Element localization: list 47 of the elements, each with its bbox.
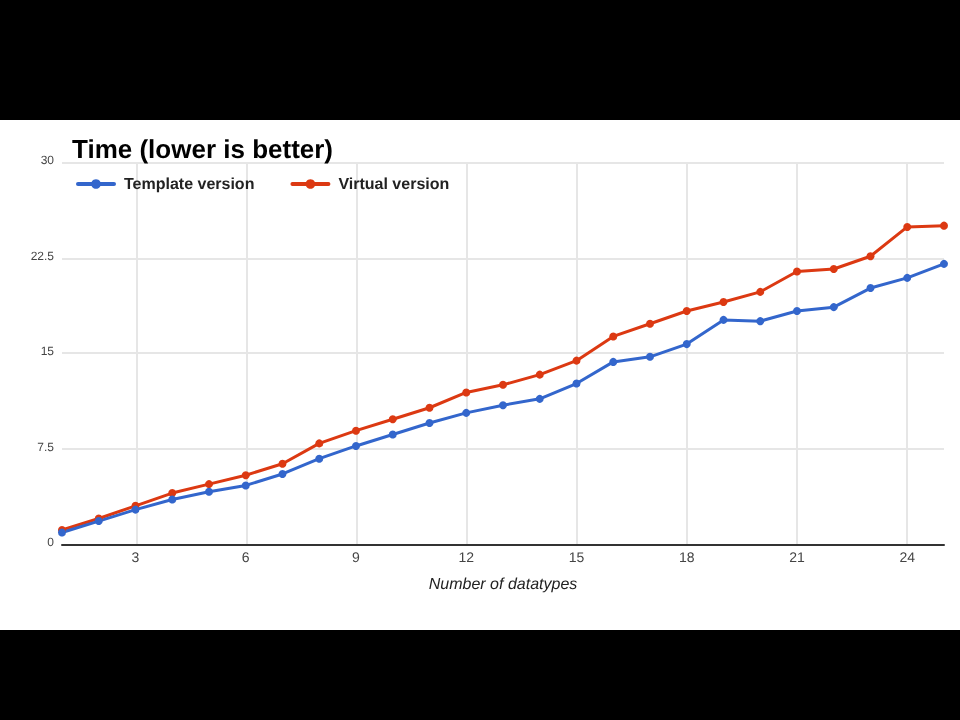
point	[315, 454, 324, 463]
chart-title: Time (lower is better)	[72, 134, 334, 164]
point	[756, 287, 765, 296]
point	[682, 306, 691, 315]
point	[205, 487, 213, 496]
point	[646, 352, 654, 361]
point	[572, 356, 581, 365]
point	[352, 441, 360, 450]
point	[682, 340, 691, 349]
point	[388, 415, 397, 424]
legend-label: Virtual version	[338, 175, 450, 193]
point	[903, 273, 912, 282]
point	[499, 380, 507, 389]
point	[866, 284, 875, 293]
point	[866, 252, 875, 261]
point	[829, 303, 838, 312]
point	[940, 221, 948, 230]
point	[352, 426, 360, 435]
point	[241, 471, 250, 480]
point	[535, 370, 544, 379]
point	[278, 459, 287, 468]
point	[425, 419, 434, 428]
point	[829, 264, 838, 273]
point	[205, 480, 213, 489]
point	[315, 439, 324, 448]
point	[425, 403, 434, 412]
point	[719, 298, 728, 307]
point	[646, 319, 654, 328]
point	[756, 317, 765, 326]
point	[462, 408, 471, 417]
point	[241, 481, 250, 490]
point	[278, 469, 287, 478]
point	[572, 379, 581, 388]
point	[535, 394, 544, 403]
x-axis-title: Number of datatypes	[428, 574, 578, 593]
point	[462, 388, 471, 397]
point	[499, 401, 507, 410]
point	[388, 430, 397, 439]
point	[609, 357, 618, 366]
point	[793, 306, 801, 315]
point	[940, 259, 948, 268]
point	[903, 222, 912, 231]
point	[168, 495, 177, 504]
point	[609, 332, 618, 341]
point	[719, 315, 728, 324]
point	[793, 267, 801, 276]
legend-label: Template version	[124, 175, 255, 193]
